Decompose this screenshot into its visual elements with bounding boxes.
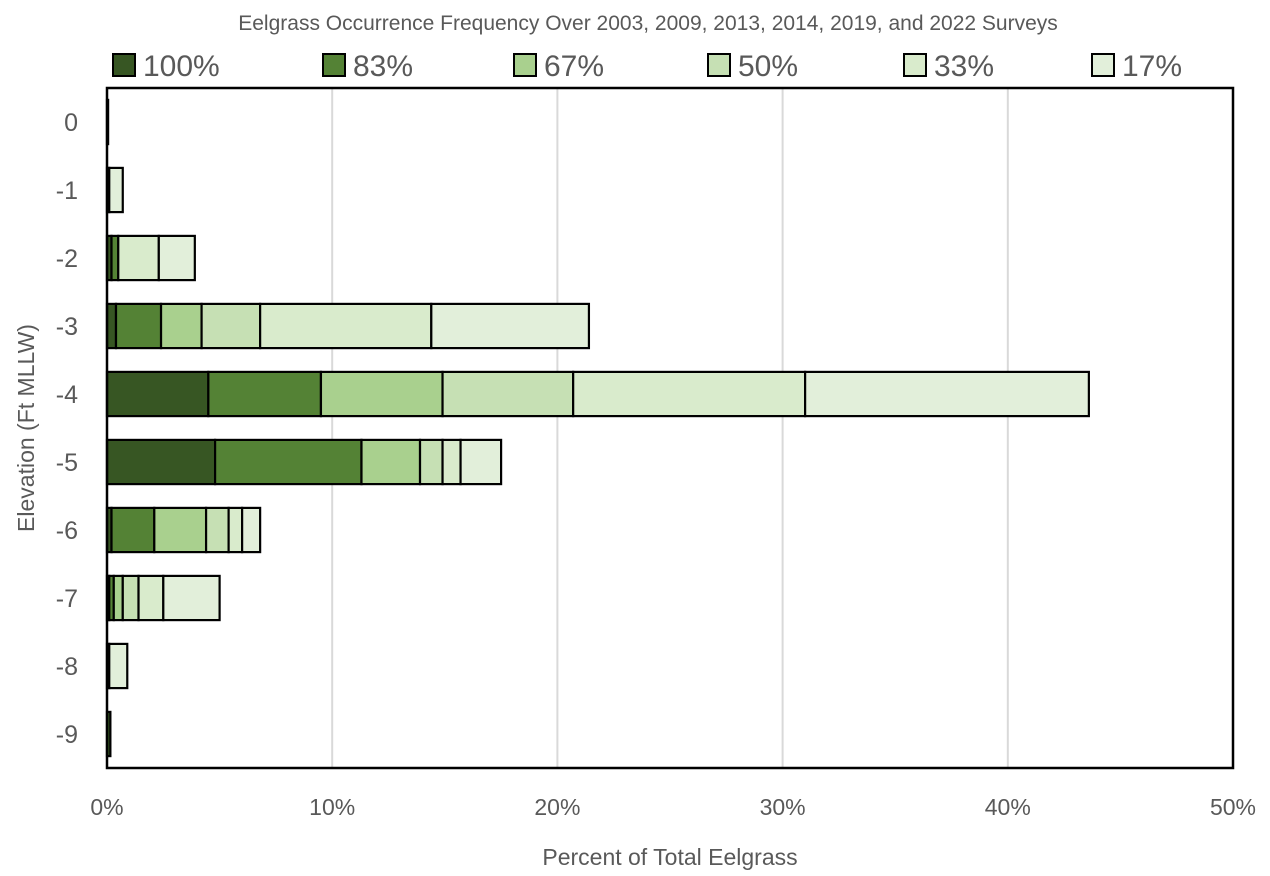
y-tick-label: -6: [56, 517, 78, 545]
bar-segment: [108, 166, 124, 214]
bar-segment: [121, 574, 140, 622]
legend-item: 33%: [903, 50, 994, 83]
bar-segment: [213, 438, 363, 486]
legend-label: 100%: [143, 50, 220, 83]
bar-segment: [227, 506, 244, 554]
legend-swatch: [707, 53, 731, 77]
bar-segment: [207, 370, 323, 418]
plot-frame: [105, 86, 1235, 770]
bar-segment: [259, 302, 433, 350]
y-tick-label: -7: [56, 585, 78, 613]
y-tick-label: -4: [56, 381, 78, 409]
bar-segment: [112, 574, 124, 622]
legend-item: 100%: [112, 50, 220, 83]
x-tick-label: 10%: [309, 794, 355, 820]
y-tick-label: -8: [56, 653, 78, 681]
bar-segment: [418, 438, 444, 486]
legend-item: 83%: [322, 50, 413, 83]
bar-segment: [159, 302, 203, 350]
legend-swatch: [112, 53, 136, 77]
legend-swatch: [903, 53, 927, 77]
bar-segment: [441, 370, 575, 418]
legend: 100% 83% 67% 50% 33% 17%: [112, 50, 1182, 83]
legend-label: 83%: [353, 50, 413, 83]
gridlines: [331, 88, 1009, 768]
bar-segment: [108, 642, 129, 690]
bar-segment: [114, 302, 163, 350]
y-tick-label: -3: [56, 313, 78, 341]
legend-item: 50%: [707, 50, 798, 83]
bar-segment: [162, 574, 221, 622]
x-tick-label: 40%: [985, 794, 1031, 820]
bar-segment: [319, 370, 444, 418]
x-tick-label: 20%: [534, 794, 580, 820]
bar-segment: [459, 438, 503, 486]
bar-segment: [137, 574, 165, 622]
legend-item: 67%: [513, 50, 604, 83]
bar-segment: [117, 234, 160, 282]
legend-label: 67%: [544, 50, 604, 83]
bar-segment: [157, 234, 196, 282]
bar-segment: [360, 438, 422, 486]
bar-segment: [241, 506, 262, 554]
y-axis-ticks: 0 -1 -2 -3 -4 -5 -6 -7 -8 -9: [56, 109, 78, 749]
x-tick-label: 0%: [90, 794, 123, 820]
chart-title: Eelgrass Occurrence Frequency Over 2003,…: [238, 12, 1058, 35]
bar-segment: [572, 370, 807, 418]
legend-swatch: [1091, 53, 1115, 77]
bar-segment: [430, 302, 591, 350]
y-axis-label: Elevation (Ft MLLW): [13, 324, 39, 532]
legend-label: 50%: [738, 50, 798, 83]
x-tick-label: 30%: [760, 794, 806, 820]
legend-label: 33%: [934, 50, 994, 83]
y-tick-label: -9: [56, 721, 78, 749]
legend-item: 17%: [1091, 50, 1182, 83]
bar-segment: [105, 302, 118, 350]
bar-segment: [804, 370, 1090, 418]
legend-swatch: [322, 53, 346, 77]
y-tick-label: -5: [56, 449, 78, 477]
bar-segment: [200, 302, 262, 350]
legend-label: 17%: [1122, 50, 1182, 83]
legend-swatch: [513, 53, 537, 77]
bar-segment: [110, 506, 156, 554]
x-axis-ticks: 0% 10% 20% 30% 40% 50%: [90, 794, 1256, 820]
bar-segment: [204, 506, 230, 554]
x-axis-label: Percent of Total Eelgrass: [542, 844, 797, 870]
bar-segment: [441, 438, 462, 486]
bar-segment: [153, 506, 208, 554]
y-tick-label: 0: [64, 109, 78, 137]
bar-segment: [105, 370, 210, 418]
x-tick-label: 50%: [1210, 794, 1256, 820]
y-tick-label: -2: [56, 245, 78, 273]
y-tick-label: -1: [56, 177, 78, 205]
bars: [105, 98, 1090, 758]
bar-segment: [105, 438, 217, 486]
